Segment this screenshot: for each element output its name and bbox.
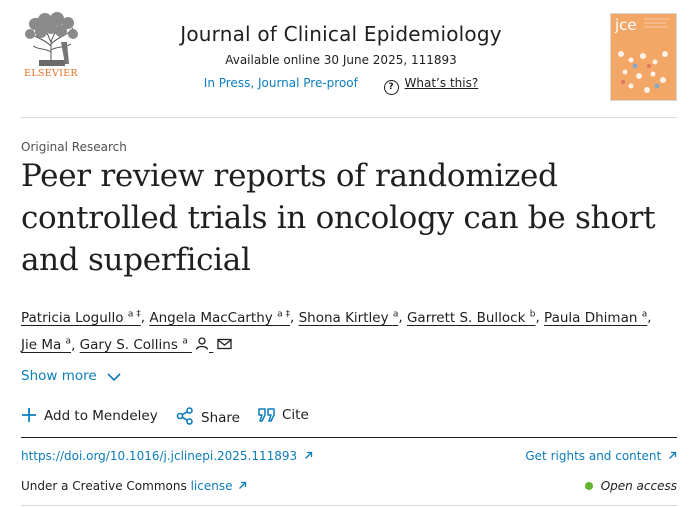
doi-link[interactable]: https://doi.org/10.1016/j.jclinepi.2025.… (21, 449, 313, 463)
author-name: Paula Dhiman (544, 309, 638, 326)
plus-icon (22, 408, 36, 422)
external-link-icon (305, 451, 313, 459)
in-press-link[interactable]: In Press, Journal Pre-proof (203, 76, 358, 90)
author-name: Jie Ma (21, 337, 62, 353)
whats-this-link[interactable]: What’s this? (404, 76, 479, 90)
author-link[interactable]: Patricia Logullo a ‡ (21, 309, 141, 326)
license-prefix: Under a Creative Commons (21, 479, 187, 493)
journal-cover-art-icon (611, 14, 676, 100)
cover-label: jce (615, 16, 637, 34)
show-more-label: Show more (21, 368, 97, 384)
author-list: Patricia Logullo a ‡, Angela MacCarthy a… (21, 309, 652, 354)
elsevier-logo[interactable]: ELSEVIER (21, 12, 81, 80)
journal-title[interactable]: Journal of Clinical Epidemiology (180, 22, 502, 46)
author-name: Gary S. Collins (79, 337, 178, 353)
author-link[interactable]: Angela MacCarthy a ‡ (149, 309, 290, 326)
availability-text: Available online 30 June 2025, 111893 (225, 53, 457, 67)
rights-text: Get rights and content (525, 449, 662, 463)
doi-text: https://doi.org/10.1016/j.jclinepi.2025.… (21, 449, 298, 463)
quote-icon (258, 408, 275, 422)
mendeley-label: Add to Mendeley (44, 408, 158, 424)
publisher-name: ELSEVIER (24, 68, 78, 79)
actions-divider (21, 437, 677, 438)
author-name: Shona Kirtley (298, 309, 389, 326)
author-affiliation: a (65, 336, 72, 347)
email-icon (217, 338, 232, 350)
open-access-label: Open access (600, 479, 677, 493)
journal-cover-thumbnail[interactable]: jce (610, 13, 677, 101)
share-icon (176, 407, 193, 425)
share-label: Share (201, 410, 240, 426)
author-affiliation: b (529, 309, 536, 319)
author-link[interactable]: Jie Ma a (21, 336, 72, 354)
author-affiliation: a (392, 309, 399, 319)
cite-label: Cite (282, 407, 309, 423)
external-link-icon (669, 451, 677, 459)
bottom-divider (21, 505, 677, 506)
rights-link[interactable]: Get rights and content (525, 449, 677, 463)
author-affiliation: a (182, 336, 188, 347)
cite-button[interactable]: Cite (258, 407, 309, 423)
show-more-button[interactable]: Show more (21, 368, 121, 384)
article-title: Peer review reports of randomized contro… (21, 158, 656, 278)
author-link[interactable]: Paula Dhiman a (544, 309, 648, 326)
license-text: license (190, 479, 233, 493)
author-link[interactable]: Shona Kirtley a (298, 309, 399, 326)
open-access-badge: Open access (584, 479, 677, 493)
status-row: In Press, Journal Pre-proof ? What’s this… (131, 76, 551, 95)
external-link-icon (239, 481, 247, 489)
author-name: Patricia Logullo (21, 309, 124, 326)
author-name: Garrett S. Bullock (406, 309, 526, 326)
author-link[interactable]: Gary S. Collins a (80, 337, 233, 353)
journal-header: ELSEVIER Journal of Clinical Epidemiolog… (21, 10, 677, 106)
person-icon (195, 337, 209, 350)
share-button[interactable]: Share (176, 407, 240, 426)
journal-info: Journal of Clinical Epidemiology Availab… (131, 22, 551, 95)
license-link[interactable]: license (191, 479, 248, 493)
open-access-dot-icon (584, 482, 593, 490)
article-header-page: ELSEVIER Journal of Clinical Epidemiolog… (21, 0, 677, 507)
author-affiliation: a (641, 309, 648, 319)
header-divider (21, 117, 677, 118)
author-name: Angela MacCarthy (149, 309, 273, 326)
elsevier-tree-icon (25, 12, 78, 66)
add-to-mendeley-button[interactable]: Add to Mendeley (21, 407, 158, 424)
author-affiliation: a ‡ (127, 309, 141, 319)
chevron-down-icon (107, 373, 121, 382)
question-icon[interactable]: ? (383, 80, 399, 95)
author-affiliation: a ‡ (277, 309, 290, 319)
article-type: Original Research (21, 140, 127, 154)
license-row: Under a Creative Commons license Open ac… (21, 479, 677, 493)
author-link[interactable]: Garrett S. Bullock b (406, 309, 536, 326)
